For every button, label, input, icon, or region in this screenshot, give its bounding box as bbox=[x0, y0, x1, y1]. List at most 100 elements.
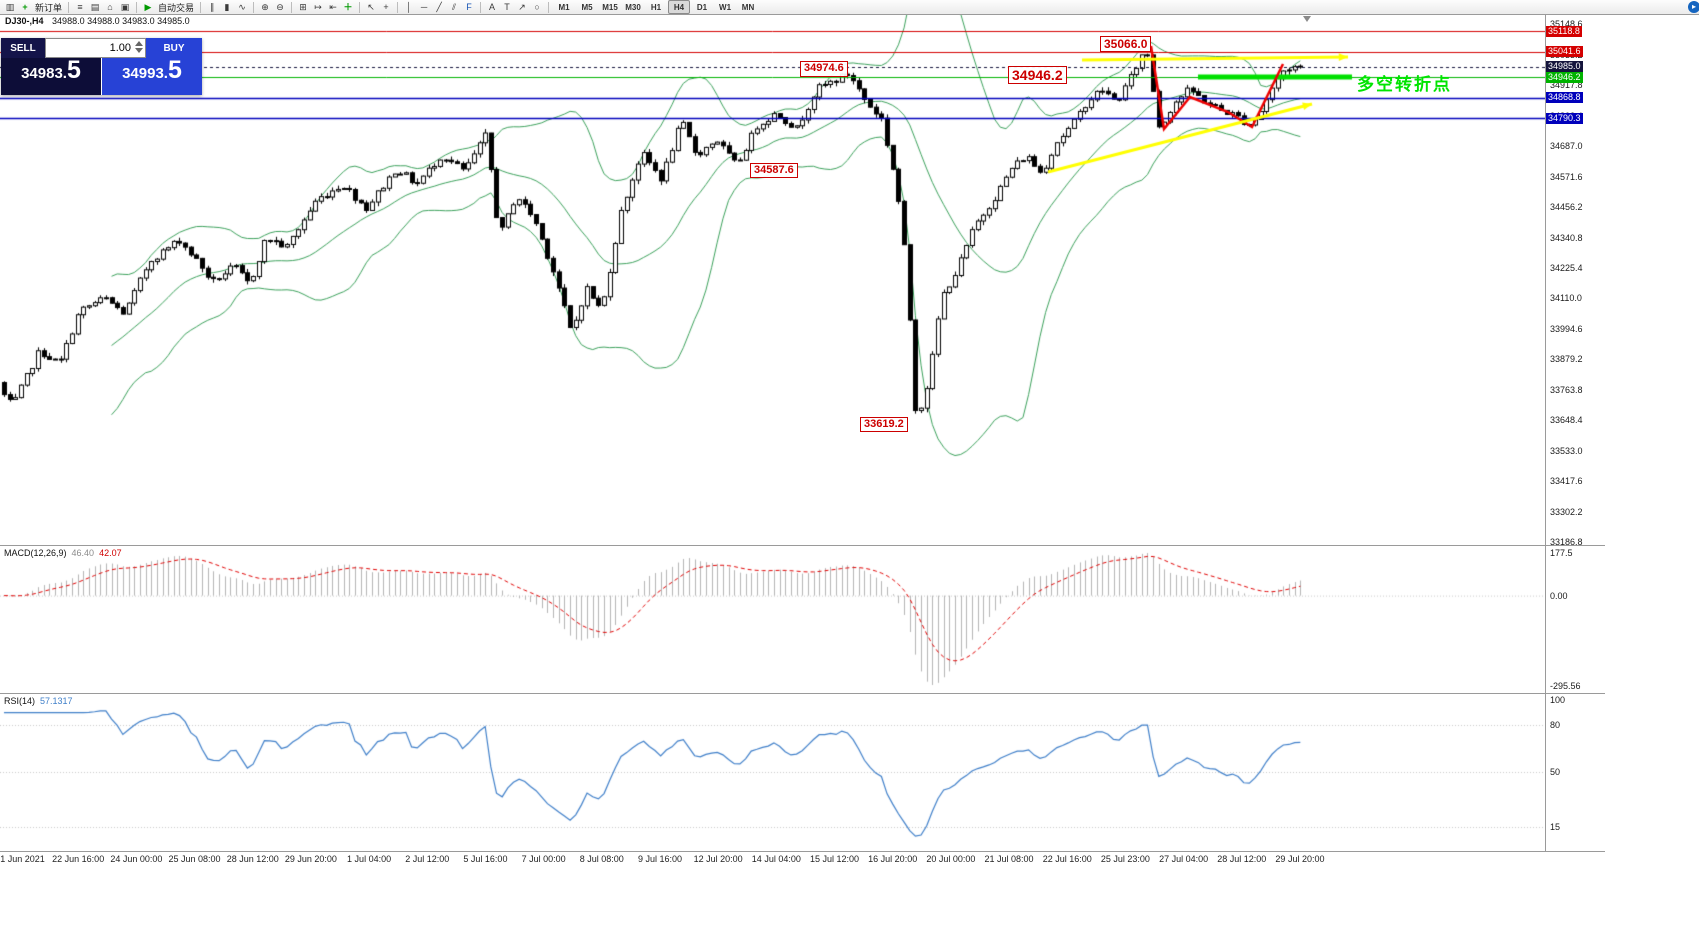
price-tick: 34225.4 bbox=[1550, 263, 1583, 273]
auto-trading-button[interactable]: 自动交易 bbox=[158, 2, 195, 13]
timeframe-button-m15[interactable]: M15 bbox=[602, 2, 618, 12]
navigator-icon[interactable]: ⌂ bbox=[107, 2, 113, 12]
chart-shift-icon[interactable]: ⇤ bbox=[329, 2, 337, 12]
volume-down-icon[interactable] bbox=[135, 48, 143, 53]
price-tick: 34687.0 bbox=[1550, 141, 1583, 152]
timeframe-button-m30[interactable]: M30 bbox=[625, 2, 641, 12]
new-order-icon[interactable]: + bbox=[22, 2, 28, 12]
volume-stepper bbox=[135, 41, 143, 53]
auto-trading-icon[interactable]: ▶ bbox=[144, 2, 152, 12]
price-tick: 33417.6 bbox=[1550, 476, 1583, 487]
time-axis-label: 1 Jul 04:00 bbox=[347, 854, 392, 864]
shapes-tool-icon[interactable]: ○ bbox=[534, 2, 540, 12]
toolbar-separator bbox=[480, 1, 482, 13]
terminal-icon[interactable]: ▣ bbox=[120, 2, 130, 12]
time-axis-label: 28 Jun 12:00 bbox=[226, 854, 279, 864]
fibonacci-icon[interactable]: F bbox=[466, 2, 472, 12]
data-window-icon[interactable]: ▤ bbox=[90, 2, 100, 12]
time-axis-label: 21 Jul 08:00 bbox=[984, 854, 1034, 864]
toolbar-separator bbox=[397, 1, 399, 13]
buy-price-main: 34993. bbox=[122, 65, 168, 82]
timeframe-button-h4[interactable]: H4 bbox=[668, 0, 691, 14]
cursor-icon[interactable]: ↖ bbox=[367, 2, 375, 12]
text-tool-icon[interactable]: A bbox=[489, 2, 496, 12]
price-tick: 34917.8 bbox=[1550, 80, 1583, 91]
price-tick: 33763.8 bbox=[1550, 384, 1583, 395]
time-axis-label: 22 Jul 16:00 bbox=[1042, 854, 1092, 864]
new-chart-icon[interactable]: ▥ bbox=[5, 2, 15, 12]
macd-scale-label: -295.56 bbox=[1550, 681, 1581, 691]
channel-icon[interactable]: ⫽ bbox=[452, 2, 457, 12]
macd-indicator-chart[interactable] bbox=[0, 546, 1545, 692]
price-line-label: 34946.2 bbox=[1546, 71, 1583, 83]
sell-button[interactable]: SELL bbox=[1, 38, 45, 58]
price-tick: 33648.4 bbox=[1550, 415, 1583, 426]
horizontal-line-icon[interactable]: ─ bbox=[420, 2, 428, 12]
crosshair-icon[interactable]: + bbox=[383, 2, 389, 12]
macd-title: MACD(12,26,9) 46.40 42.07 bbox=[4, 548, 122, 558]
time-axis-label: 15 Jul 12:00 bbox=[809, 854, 860, 864]
timeframe-group: M1 M5 M15 M30 H1 H4 D1 W1 MN bbox=[553, 0, 759, 14]
price-line-label: 35041.6 bbox=[1546, 46, 1583, 58]
price-tick: 33994.6 bbox=[1550, 323, 1583, 334]
rsi-value: 57.1317 bbox=[40, 696, 73, 706]
chart-shift-marker[interactable] bbox=[1303, 16, 1311, 22]
time-axis-label: 2 Jul 12:00 bbox=[405, 854, 450, 864]
timeframe-button-d1[interactable]: D1 bbox=[696, 2, 708, 12]
tile-windows-icon[interactable]: ⊞ bbox=[299, 2, 307, 12]
price-annotation: 34974.6 bbox=[800, 61, 848, 77]
main-price-chart[interactable] bbox=[0, 14, 1545, 545]
one-click-trade-panel: SELL 1.00 BUY 34983. 5 34993. 5 bbox=[1, 38, 202, 95]
volume-input[interactable]: 1.00 bbox=[45, 38, 146, 58]
buy-price-display[interactable]: 34993. 5 bbox=[102, 58, 202, 95]
ohlc-values: 34988.0 34988.0 34983.0 34985.0 bbox=[52, 16, 190, 26]
sell-price-display[interactable]: 34983. 5 bbox=[1, 58, 102, 95]
buy-button[interactable]: BUY bbox=[146, 38, 202, 58]
trendline-icon[interactable]: ╱ bbox=[436, 2, 442, 12]
auto-scroll-icon[interactable]: ↦ bbox=[314, 2, 322, 12]
buy-price-big-digit: 5 bbox=[167, 56, 182, 84]
macd-scale-label: 0.00 bbox=[1550, 590, 1568, 601]
panel-splitter[interactable] bbox=[0, 545, 1605, 546]
time-axis-label: 27 Jul 04:00 bbox=[1159, 854, 1209, 864]
price-line-label: 34868.8 bbox=[1546, 92, 1583, 104]
market-watch-icon[interactable]: ≡ bbox=[77, 2, 83, 12]
timeframe-button-m1[interactable]: M1 bbox=[558, 2, 570, 12]
time-axis-label: 21 Jun 2021 bbox=[0, 854, 45, 864]
volume-up-icon[interactable] bbox=[135, 41, 143, 46]
price-annotation: 33619.2 bbox=[860, 416, 908, 432]
macd-signal-value: 42.07 bbox=[99, 548, 122, 558]
time-axis-separator bbox=[0, 851, 1605, 852]
time-axis-label: 12 Jul 20:00 bbox=[693, 854, 743, 864]
timeframe-button-w1[interactable]: W1 bbox=[719, 2, 732, 12]
price-annotation: 34946.2 bbox=[1008, 65, 1067, 85]
time-axis-label: 8 Jul 08:00 bbox=[579, 854, 624, 864]
new-order-button[interactable]: 新订单 bbox=[35, 2, 63, 13]
bar-chart-icon[interactable]: ∥ bbox=[209, 2, 215, 12]
toolbar-separator bbox=[253, 1, 255, 13]
price-tick: 34571.6 bbox=[1550, 171, 1583, 182]
label-tool-icon[interactable]: T bbox=[504, 2, 510, 12]
rsi-indicator-chart[interactable] bbox=[0, 694, 1545, 850]
indicators-icon[interactable]: ＋ bbox=[343, 2, 353, 12]
price-annotation: 35066.0 bbox=[1100, 35, 1152, 53]
price-tick: 33533.0 bbox=[1550, 445, 1583, 456]
timeframe-button-h1[interactable]: H1 bbox=[650, 2, 662, 12]
quick-action-icon[interactable]: ▸ bbox=[1688, 1, 1699, 13]
price-tick: 34456.2 bbox=[1550, 202, 1583, 213]
line-chart-icon[interactable]: ∿ bbox=[238, 2, 246, 12]
rsi-scale-label: 15 bbox=[1550, 821, 1561, 832]
timeframe-button-mn[interactable]: MN bbox=[741, 2, 755, 12]
candlestick-chart-icon[interactable]: ▮ bbox=[224, 2, 230, 12]
vertical-line-icon[interactable]: │ bbox=[406, 2, 412, 12]
price-line-label: 34985.0 bbox=[1546, 61, 1583, 73]
zoom-in-icon[interactable]: ⊕ bbox=[261, 2, 269, 12]
price-tick: 33302.2 bbox=[1550, 506, 1583, 517]
zoom-out-icon[interactable]: ⊖ bbox=[276, 2, 284, 12]
price-axis-border bbox=[1545, 14, 1546, 851]
panel-splitter[interactable] bbox=[0, 693, 1605, 694]
arrow-tool-icon[interactable]: ↗ bbox=[518, 2, 526, 12]
timeframe-button-m5[interactable]: M5 bbox=[581, 2, 593, 12]
toolbar-separator bbox=[200, 1, 202, 13]
toolbar: ▥ + 新订单 ≡ ▤ ⌂ ▣ ▶ 自动交易 ∥ ▮ ∿ ⊕ ⊖ ⊞ ↦ ⇤ ＋… bbox=[0, 0, 1699, 15]
